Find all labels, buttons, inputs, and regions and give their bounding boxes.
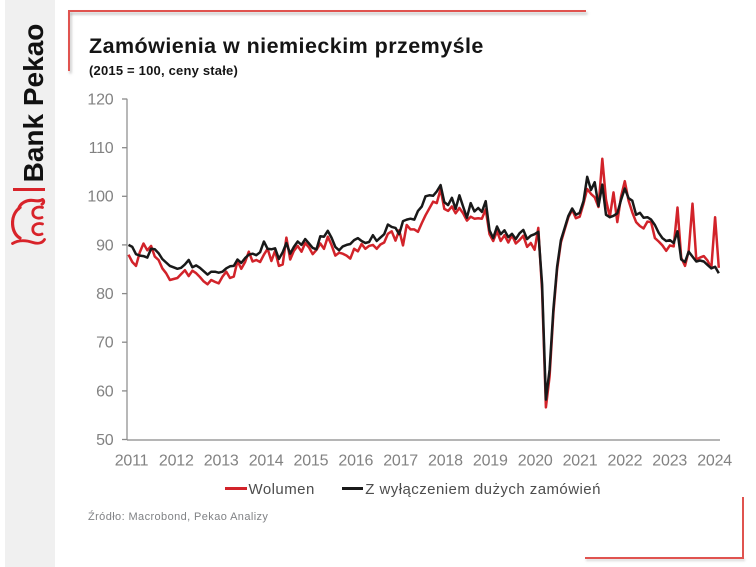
svg-text:2013: 2013: [204, 453, 239, 470]
svg-text:2016: 2016: [338, 453, 373, 470]
svg-text:2017: 2017: [383, 453, 418, 470]
svg-text:2014: 2014: [249, 453, 284, 470]
svg-text:2024: 2024: [697, 453, 732, 470]
svg-text:2015: 2015: [294, 453, 329, 470]
svg-text:2012: 2012: [159, 453, 194, 470]
svg-text:70: 70: [96, 335, 114, 352]
svg-text:2018: 2018: [428, 453, 463, 470]
svg-text:110: 110: [89, 140, 114, 157]
svg-text:50: 50: [96, 432, 114, 449]
svg-text:2011: 2011: [115, 453, 149, 470]
svg-text:60: 60: [96, 383, 114, 400]
svg-text:90: 90: [96, 237, 114, 254]
svg-text:2023: 2023: [652, 453, 687, 470]
svg-text:2022: 2022: [608, 453, 643, 470]
svg-text:120: 120: [87, 91, 113, 108]
svg-text:100: 100: [87, 189, 113, 206]
svg-text:2020: 2020: [518, 453, 553, 470]
svg-text:2019: 2019: [473, 453, 508, 470]
svg-text:2021: 2021: [563, 453, 598, 470]
svg-text:80: 80: [96, 286, 114, 303]
